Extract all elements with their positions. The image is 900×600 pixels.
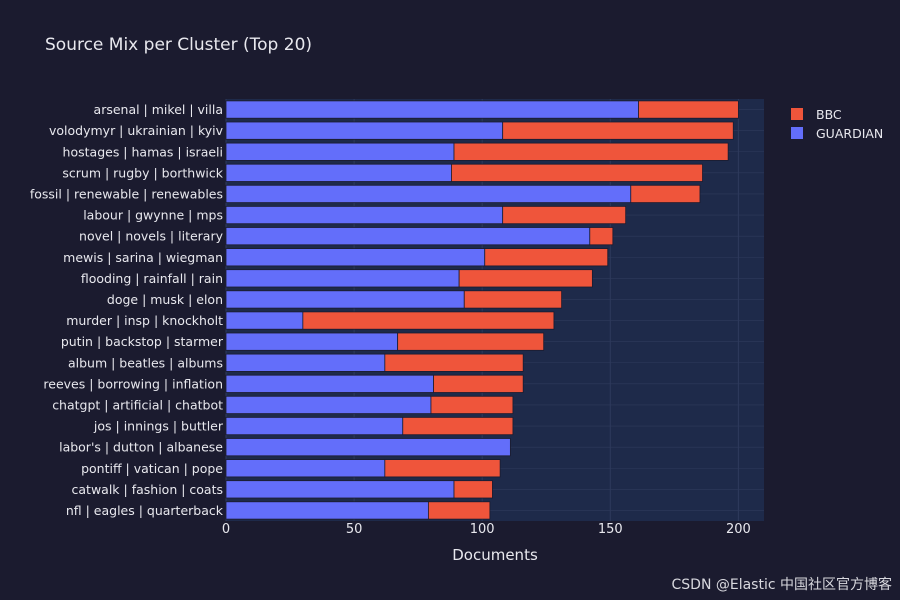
legend-label-guardian[interactable]: GUARDIAN [816, 126, 883, 141]
bar-bbc[interactable] [458, 269, 593, 288]
category-label: arsenal | mikel | villa [94, 102, 223, 117]
bar-bbc[interactable] [427, 501, 491, 520]
bar-bbc[interactable] [502, 121, 734, 140]
bar-guardian[interactable] [225, 353, 386, 372]
bar-guardian[interactable] [225, 184, 632, 204]
bar-guardian[interactable] [225, 311, 304, 330]
bar-guardian[interactable] [225, 374, 434, 393]
bar-guardian[interactable] [225, 269, 460, 288]
bar-guardian[interactable] [225, 227, 591, 246]
chart-title: Source Mix per Cluster (Top 20) [45, 35, 312, 55]
bar-guardian[interactable] [225, 205, 504, 225]
x-tick-label: 0 [222, 522, 230, 537]
bar-bbc[interactable] [630, 184, 701, 204]
bar-guardian[interactable] [225, 395, 432, 415]
bar-bbc[interactable] [384, 353, 524, 372]
category-label: putin | backstop | starmer [61, 334, 224, 349]
bar-bbc[interactable] [502, 205, 627, 225]
legend-label-bbc[interactable]: BBC [816, 107, 842, 122]
bar-bbc[interactable] [589, 227, 614, 246]
bar-bbc[interactable] [433, 374, 524, 393]
category-label: mewis | sarina | wiegman [63, 250, 223, 265]
category-label: labour | gwynne | mps [83, 208, 223, 223]
category-label: murder | insp | knockholt [66, 313, 223, 328]
x-tick-labels: 0 50 100 150 200 [222, 522, 751, 537]
bar-guardian[interactable] [225, 290, 465, 309]
category-label: nfl | eagles | quarterback [66, 503, 224, 518]
bar-guardian[interactable] [225, 438, 511, 457]
category-label: volodymyr | ukrainian | kyiv [49, 123, 224, 138]
bar-bbc[interactable] [638, 100, 739, 119]
bar-bbc[interactable] [484, 248, 609, 267]
legend-swatch-guardian[interactable] [791, 127, 803, 139]
watermark: CSDN @Elastic 中国社区官方博客 [671, 577, 893, 593]
category-label: album | beatles | albums [68, 355, 223, 370]
bar-bbc[interactable] [397, 332, 545, 351]
bar-guardian[interactable] [225, 501, 429, 520]
bar-bbc[interactable] [384, 459, 501, 478]
category-label: fossil | renewable | renewables [30, 186, 223, 201]
x-tick-label: 150 [598, 522, 623, 537]
bar-guardian[interactable] [225, 459, 386, 478]
bar-guardian[interactable] [225, 480, 455, 499]
category-label: reeves | borrowing | inflation [43, 376, 223, 391]
category-label: doge | musk | elon [107, 292, 223, 307]
bar-guardian[interactable] [225, 163, 452, 182]
category-label: pontiff | vatican | pope [81, 461, 223, 476]
x-tick-label: 200 [726, 522, 751, 537]
bar-guardian[interactable] [225, 248, 486, 267]
bar-guardian[interactable] [225, 142, 455, 161]
x-axis-title: Documents [452, 546, 538, 564]
bar-bbc[interactable] [463, 290, 563, 309]
category-label: catwalk | fashion | coats [72, 482, 223, 497]
bar-bbc[interactable] [453, 480, 493, 499]
legend[interactable]: BBC GUARDIAN [791, 107, 883, 141]
x-tick-label: 100 [470, 522, 495, 537]
category-label: labor's | dutton | albanese [59, 440, 223, 455]
category-label: flooding | rainfall | rain [81, 271, 223, 286]
legend-swatch-bbc[interactable] [791, 108, 803, 120]
plot-area [226, 99, 764, 521]
bar-guardian[interactable] [225, 121, 504, 140]
bar-group [225, 100, 739, 520]
x-tick-label: 50 [346, 522, 363, 537]
bar-bbc[interactable] [402, 416, 514, 436]
bar-guardian[interactable] [225, 100, 639, 119]
bar-bbc[interactable] [453, 142, 729, 161]
category-label: scrum | rugby | borthwick [62, 165, 223, 180]
bar-bbc[interactable] [451, 163, 703, 182]
category-label: jos | innings | buttler [93, 419, 224, 434]
bar-guardian[interactable] [225, 332, 399, 351]
category-labels: arsenal | mikel | villa volodymyr | ukrai… [30, 102, 224, 518]
bar-guardian[interactable] [225, 416, 404, 436]
category-label: hostages | hamas | israeli [63, 144, 223, 159]
category-label: chatgpt | artificial | chatbot [52, 397, 223, 412]
category-label: novel | novels | literary [79, 229, 224, 244]
bar-bbc[interactable] [430, 395, 514, 415]
bar-bbc[interactable] [302, 311, 555, 330]
